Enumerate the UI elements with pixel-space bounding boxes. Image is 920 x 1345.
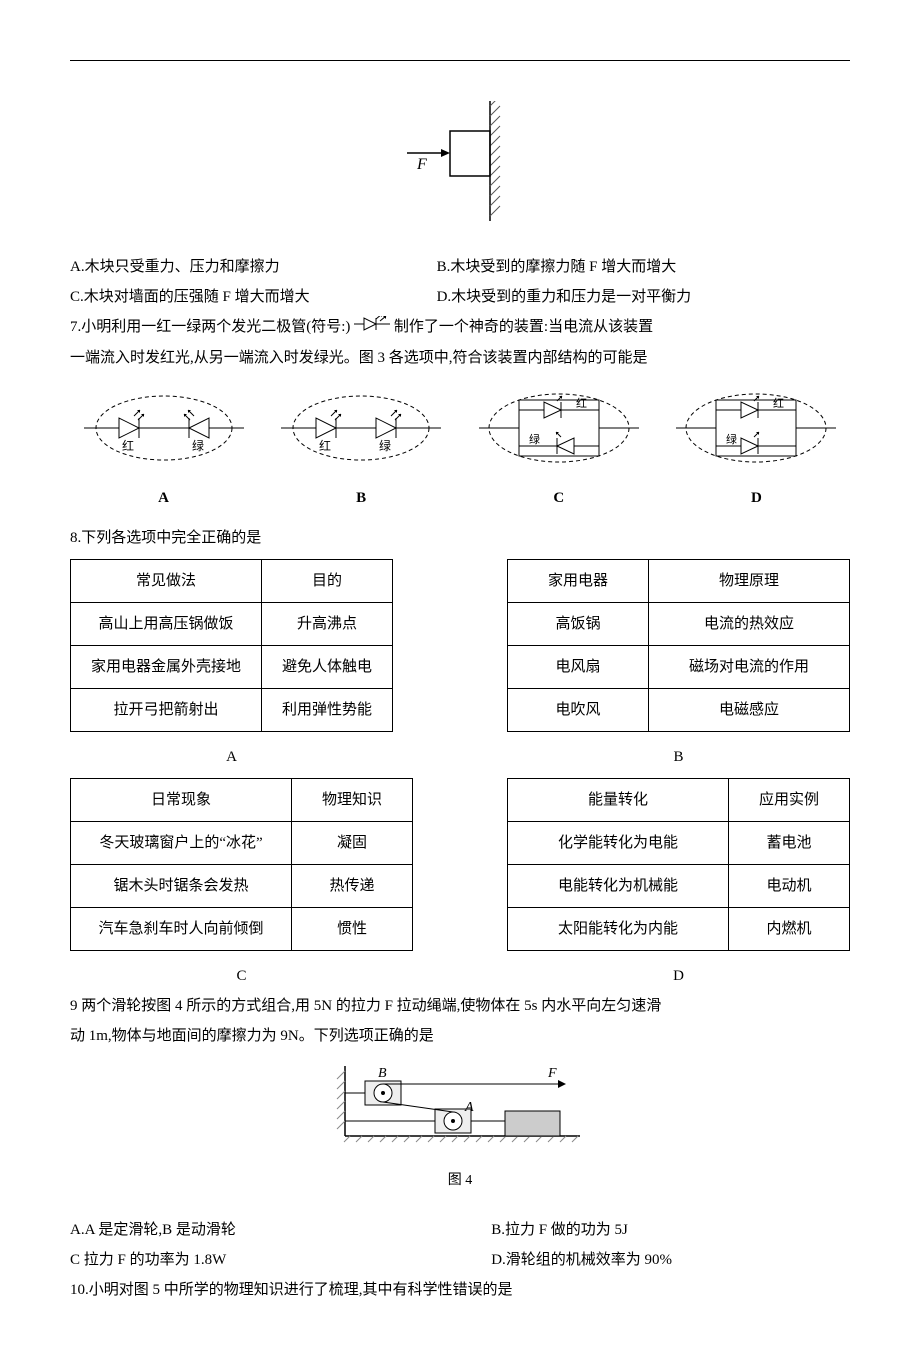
cell: 电风扇: [508, 645, 649, 688]
q9-opt-C: C 拉力 F 的功率为 1.8W: [70, 1245, 491, 1275]
cell: 高山上用高压锅做饭: [71, 602, 262, 645]
q9-opt-D: D.滑轮组的机械效率为 90%: [491, 1245, 850, 1275]
q8A-h0: 常见做法: [71, 559, 262, 602]
q9-opt-B: B.拉力 F 做的功为 5J: [491, 1215, 850, 1245]
q7-diag-D: 红 绿 D: [663, 388, 850, 513]
cell: 拉开弓把箭射出: [71, 688, 262, 731]
q9-opt-A: A.A 是定滑轮,B 是动滑轮: [70, 1215, 491, 1245]
q8-row-CD: 日常现象物理知识 冬天玻璃窗户上的“冰花”凝固 锯木头时锯条会发热热传递 汽车急…: [70, 778, 850, 991]
svg-text:绿: 绿: [726, 432, 737, 446]
cell: 电吹风: [508, 688, 649, 731]
q7-stem-c: 一端流入时发红光,从另一端流入时发绿光。图 3 各选项中,符合该装置内部结构的可…: [70, 343, 850, 373]
q8A-h1: 目的: [262, 559, 393, 602]
cell: 电流的热效应: [649, 602, 850, 645]
q8-table-C: 日常现象物理知识 冬天玻璃窗户上的“冰花”凝固 锯木头时锯条会发热热传递 汽车急…: [70, 778, 413, 951]
q6-opt-B: B.木块受到的摩擦力随 F 增大而增大: [437, 252, 850, 282]
q6-options: A.木块只受重力、压力和摩擦力 B.木块受到的摩擦力随 F 增大而增大 C.木块…: [70, 252, 850, 312]
q8C-h1: 物理知识: [292, 778, 413, 821]
q8B-h1: 物理原理: [649, 559, 850, 602]
q7-diagrams: 红 绿 A 红 绿 B: [70, 388, 850, 513]
q6-opt-D: D.木块受到的重力和压力是一对平衡力: [437, 282, 850, 312]
svg-text:绿: 绿: [379, 438, 391, 453]
q9-figure: B A F 图 4: [70, 1061, 850, 1195]
cell: 升高沸点: [262, 602, 393, 645]
q8-lbl-C: C: [70, 961, 413, 991]
q8-lbl-B: B: [507, 742, 850, 772]
q8-table-A: 常见做法目的 高山上用高压锅做饭升高沸点 家用电器金属外壳接地避免人体触电 拉开…: [70, 559, 393, 732]
q7-lbl-B: B: [268, 483, 455, 513]
q7-stem-b: 制作了一个神奇的装置:当电流从该装置: [394, 319, 653, 335]
cell: 避免人体触电: [262, 645, 393, 688]
q10-stem: 10.小明对图 5 中所学的物理知识进行了梳理,其中有科学性错误的是: [70, 1275, 850, 1305]
cell: 太阳能转化为内能: [508, 907, 729, 950]
q7-diag-C: 红 绿 C: [465, 388, 652, 513]
q7-lbl-A: A: [70, 483, 257, 513]
svg-text:B: B: [378, 1066, 387, 1081]
svg-text:F: F: [547, 1066, 557, 1081]
cell: 电动机: [729, 864, 850, 907]
cell: 热传递: [292, 864, 413, 907]
q7-stem: 7.小明利用一红一绿两个发光二极管(符号:) 制作了一个神奇的装置:当电流从该装…: [70, 312, 850, 343]
svg-text:A: A: [464, 1100, 474, 1115]
cell: 高饭锅: [508, 602, 649, 645]
q7-lbl-D: D: [663, 483, 850, 513]
cell: 汽车急刹车时人向前倾倒: [71, 907, 292, 950]
q6-figure: F: [70, 101, 850, 232]
svg-text:红: 红: [773, 397, 784, 410]
q8D-h1: 应用实例: [729, 778, 850, 821]
svg-text:绿: 绿: [529, 432, 540, 446]
cell: 冬天玻璃窗户上的“冰花”: [71, 821, 292, 864]
cell: 蓄电池: [729, 821, 850, 864]
svg-text:红: 红: [576, 397, 587, 410]
cell: 电能转化为机械能: [508, 864, 729, 907]
q9-fig-caption: 图 4: [70, 1167, 850, 1195]
q8-table-D: 能量转化应用实例 化学能转化为电能蓄电池 电能转化为机械能电动机 太阳能转化为内…: [507, 778, 850, 951]
label-green: 绿: [192, 438, 204, 453]
cell: 利用弹性势能: [262, 688, 393, 731]
q8-table-B: 家用电器物理原理 高饭锅电流的热效应 电风扇磁场对电流的作用 电吹风电磁感应: [507, 559, 850, 732]
q6-opt-A: A.木块只受重力、压力和摩擦力: [70, 252, 437, 282]
q8-row-AB: 常见做法目的 高山上用高压锅做饭升高沸点 家用电器金属外壳接地避免人体触电 拉开…: [70, 559, 850, 772]
q7-diag-B: 红 绿 B: [268, 388, 455, 513]
cell: 锯木头时锯条会发热: [71, 864, 292, 907]
cell: 凝固: [292, 821, 413, 864]
q7-diag-A: 红 绿 A: [70, 388, 257, 513]
q8D-h0: 能量转化: [508, 778, 729, 821]
cell: 惯性: [292, 907, 413, 950]
q7-stem-a: 7.小明利用一红一绿两个发光二极管(符号:): [70, 319, 350, 335]
q6-opt-C: C.木块对墙面的压强随 F 增大而增大: [70, 282, 437, 312]
q9-options: A.A 是定滑轮,B 是动滑轮 B.拉力 F 做的功为 5J C 拉力 F 的功…: [70, 1215, 850, 1275]
cell: 内燃机: [729, 907, 850, 950]
q9-stem-b: 动 1m,物体与地面间的摩擦力为 9N。下列选项正确的是: [70, 1021, 850, 1051]
q8-lbl-A: A: [70, 742, 393, 772]
cell: 家用电器金属外壳接地: [71, 645, 262, 688]
top-rule: [70, 60, 850, 61]
cell: 磁场对电流的作用: [649, 645, 850, 688]
diode-symbol-icon: [354, 313, 390, 343]
label-red: 红: [122, 438, 134, 453]
q9-stem-a: 9 两个滑轮按图 4 所示的方式组合,用 5N 的拉力 F 拉动绳端,使物体在 …: [70, 991, 850, 1021]
q7-lbl-C: C: [465, 483, 652, 513]
cell: 化学能转化为电能: [508, 821, 729, 864]
q8C-h0: 日常现象: [71, 778, 292, 821]
q8-stem: 8.下列各选项中完全正确的是: [70, 523, 850, 553]
cell: 电磁感应: [649, 688, 850, 731]
q8-lbl-D: D: [507, 961, 850, 991]
svg-text:F: F: [416, 156, 427, 173]
svg-text:红: 红: [319, 438, 331, 453]
q8B-h0: 家用电器: [508, 559, 649, 602]
